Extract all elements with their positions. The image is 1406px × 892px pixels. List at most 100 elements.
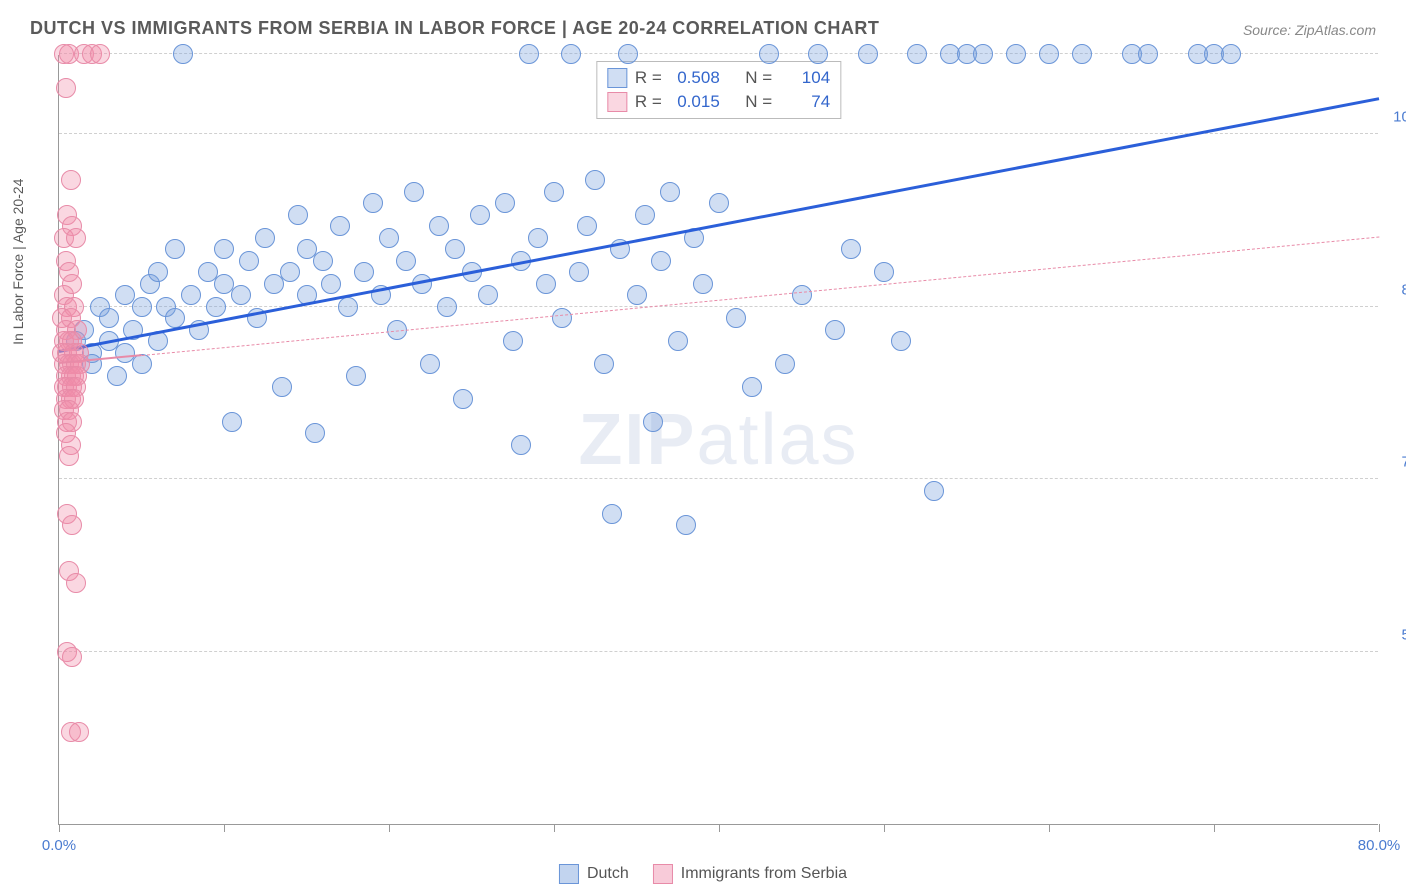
data-point <box>519 44 539 64</box>
data-point <box>643 412 663 432</box>
data-point <box>330 216 350 236</box>
legend-label: Dutch <box>587 865 629 883</box>
data-point <box>693 274 713 294</box>
stat-n-value: 104 <box>780 68 830 88</box>
data-point <box>618 44 638 64</box>
stat-r-value: 0.508 <box>670 68 720 88</box>
data-point <box>1221 44 1241 64</box>
x-tick <box>884 824 885 832</box>
data-point <box>825 320 845 340</box>
data-point <box>569 262 589 282</box>
x-tick <box>1049 824 1050 832</box>
gridline <box>59 53 1378 54</box>
x-tick <box>554 824 555 832</box>
data-point <box>437 297 457 317</box>
data-point <box>66 228 86 248</box>
chart-title: DUTCH VS IMMIGRANTS FROM SERBIA IN LABOR… <box>30 18 879 39</box>
correlation-stats-box: R = 0.508 N = 104R =0.015 N =74 <box>596 61 841 119</box>
stats-swatch <box>607 92 627 112</box>
data-point <box>503 331 523 351</box>
y-tick-label: 70.0% <box>1401 454 1406 471</box>
data-point <box>107 366 127 386</box>
y-tick-label: 55.0% <box>1401 626 1406 643</box>
stat-r-value: 0.015 <box>670 92 720 112</box>
legend: Dutch Immigrants from Serbia <box>559 864 847 884</box>
x-tick <box>719 824 720 832</box>
data-point <box>577 216 597 236</box>
data-point <box>313 251 333 271</box>
data-point <box>668 331 688 351</box>
data-point <box>792 285 812 305</box>
source-label: Source: ZipAtlas.com <box>1243 22 1376 38</box>
data-point <box>726 308 746 328</box>
data-point <box>272 377 292 397</box>
data-point <box>759 44 779 64</box>
stat-r-label: R = <box>635 68 662 88</box>
watermark-text: ZIPatlas <box>578 399 858 481</box>
data-point <box>528 228 548 248</box>
x-tick-label: 0.0% <box>42 837 76 854</box>
data-point <box>511 435 531 455</box>
y-axis-label: In Labor Force | Age 20-24 <box>10 179 26 345</box>
data-point <box>858 44 878 64</box>
legend-label: Immigrants from Serbia <box>681 865 847 883</box>
x-tick <box>1379 824 1380 832</box>
gridline <box>59 306 1378 307</box>
data-point <box>305 423 325 443</box>
x-tick-label: 80.0% <box>1358 837 1401 854</box>
data-point <box>552 308 572 328</box>
y-tick-label: 85.0% <box>1401 281 1406 298</box>
stats-row: R =0.015 N =74 <box>607 90 830 114</box>
data-point <box>255 228 275 248</box>
data-point <box>363 193 383 213</box>
data-point <box>66 573 86 593</box>
data-point <box>346 366 366 386</box>
data-point <box>280 262 300 282</box>
data-point <box>742 377 762 397</box>
data-point <box>544 182 564 202</box>
data-point <box>470 205 490 225</box>
data-point <box>132 354 152 374</box>
x-tick <box>224 824 225 832</box>
data-point <box>214 239 234 259</box>
data-point <box>924 481 944 501</box>
gridline <box>59 478 1378 479</box>
data-point <box>239 251 259 271</box>
data-point <box>288 205 308 225</box>
y-tick-label: 100.0% <box>1393 109 1406 126</box>
data-point <box>602 504 622 524</box>
data-point <box>321 274 341 294</box>
data-point <box>676 515 696 535</box>
data-point <box>61 170 81 190</box>
data-point <box>420 354 440 374</box>
data-point <box>404 182 424 202</box>
data-point <box>165 239 185 259</box>
data-point <box>62 647 82 667</box>
data-point <box>1039 44 1059 64</box>
data-point <box>62 515 82 535</box>
data-point <box>775 354 795 374</box>
legend-item: Dutch <box>559 864 629 884</box>
data-point <box>1072 44 1092 64</box>
stat-n-label: N = <box>745 68 772 88</box>
x-tick <box>59 824 60 832</box>
data-point <box>660 182 680 202</box>
data-point <box>907 44 927 64</box>
legend-item: Immigrants from Serbia <box>653 864 847 884</box>
data-point <box>396 251 416 271</box>
data-point <box>1138 44 1158 64</box>
data-point <box>874 262 894 282</box>
data-point <box>148 262 168 282</box>
data-point <box>354 262 374 282</box>
data-point <box>651 251 671 271</box>
data-point <box>429 216 449 236</box>
stats-row: R = 0.508 N = 104 <box>607 66 830 90</box>
data-point <box>973 44 993 64</box>
data-point <box>90 44 110 64</box>
data-point <box>478 285 498 305</box>
data-point <box>585 170 605 190</box>
data-point <box>231 285 251 305</box>
legend-swatch <box>559 864 579 884</box>
data-point <box>891 331 911 351</box>
data-point <box>841 239 861 259</box>
